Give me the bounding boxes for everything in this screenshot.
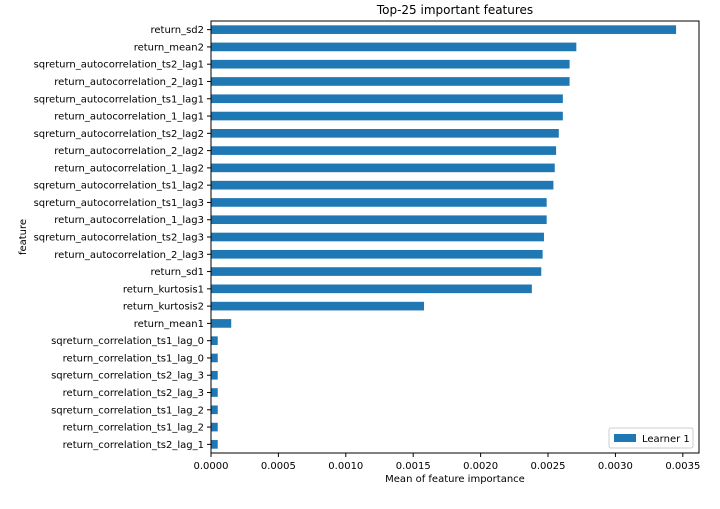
bar — [211, 336, 218, 345]
plot-area: return_sd2 return_mean2 sqreturn_autocorre… — [34, 20, 700, 472]
x-tick-label: 0.0000 — [194, 461, 229, 472]
y-tick-label: return_sd1 — [151, 267, 205, 278]
x-axis-label: Mean of feature importance — [385, 474, 525, 485]
legend-swatch — [614, 434, 636, 442]
y-tick-label: return_correlation_ts2_lag_1 — [63, 440, 204, 451]
x-tick-label: 0.0035 — [665, 461, 700, 472]
y-tick-label: sqreturn_autocorrelation_ts1_lag3 — [34, 198, 204, 209]
y-ticks: return_sd2 return_mean2 sqreturn_autocorre… — [34, 25, 211, 451]
y-tick-label: return_correlation_ts1_lag_2 — [63, 423, 204, 434]
bar — [211, 180, 554, 190]
x-ticks: 0.0000 0.0005 0.0010 0.0015 0.0020 0.0025 0.00… — [194, 453, 700, 472]
legend-box — [608, 427, 694, 449]
bar — [211, 301, 424, 311]
bar — [211, 249, 543, 259]
bar — [211, 232, 544, 242]
y-tick-label: return_autocorrelation_2_lag1 — [54, 77, 204, 88]
bar — [211, 370, 218, 380]
bar — [211, 163, 555, 173]
bar — [211, 198, 547, 207]
y-tick-label: return_mean2 — [134, 42, 204, 53]
x-tick-label: 0.0015 — [396, 461, 431, 472]
y-tick-label: return_mean1 — [134, 319, 204, 330]
y-tick-label: return_autocorrelation_1_lag2 — [54, 163, 204, 174]
y-tick-label: return_autocorrelation_2_lag3 — [54, 250, 204, 261]
y-tick-label: sqreturn_autocorrelation_ts2_lag1 — [34, 60, 204, 71]
y-tick-label: sqreturn_autocorrelation_ts2_lag3 — [34, 233, 204, 244]
bar — [211, 77, 570, 86]
x-tick-label: 0.0020 — [463, 461, 498, 472]
bar — [211, 319, 232, 328]
chart-title: Top-25 important features — [376, 3, 533, 17]
y-tick-label: return_correlation_ts1_lag_0 — [63, 353, 204, 364]
bar — [211, 440, 218, 449]
y-tick-label: return_kurtosis2 — [123, 302, 204, 313]
y-tick-label: sqreturn_autocorrelation_ts2_lag2 — [34, 129, 204, 140]
bar — [211, 59, 570, 69]
y-tick-label: sqreturn_autocorrelation_ts1_lag1 — [34, 94, 204, 105]
y-tick-label: return_sd2 — [151, 25, 205, 36]
legend: Learner 1 — [608, 427, 694, 449]
bar — [211, 405, 218, 415]
x-tick-label: 0.0005 — [261, 461, 296, 472]
bar — [211, 129, 559, 138]
bar — [211, 42, 577, 52]
bar — [211, 215, 547, 225]
bar — [211, 111, 563, 121]
y-tick-label: return_correlation_ts2_lag_3 — [63, 388, 204, 399]
y-tick-label: sqreturn_autocorrelation_ts1_lag2 — [34, 181, 204, 192]
bar — [211, 146, 557, 155]
x-tick-label: 0.0025 — [531, 461, 566, 472]
y-axis-label: feature — [18, 219, 29, 255]
x-tick-label: 0.0030 — [598, 461, 633, 472]
bar — [211, 353, 218, 363]
y-tick-label: return_autocorrelation_1_lag3 — [54, 215, 204, 226]
y-tick-label: sqreturn_correlation_ts1_lag_0 — [51, 336, 204, 347]
y-tick-label: sqreturn_correlation_ts2_lag_3 — [51, 371, 204, 382]
bar — [211, 388, 218, 397]
y-tick-label: sqreturn_correlation_ts1_lag_2 — [51, 405, 204, 416]
y-tick-label: return_kurtosis1 — [123, 284, 204, 295]
x-tick-label: 0.0010 — [328, 461, 363, 472]
y-tick-label: return_autocorrelation_1_lag1 — [54, 112, 204, 123]
bar — [211, 25, 677, 34]
bar — [211, 422, 218, 432]
bar — [211, 267, 542, 276]
bars-group — [211, 25, 677, 449]
bar — [211, 284, 532, 294]
y-tick-label: return_autocorrelation_2_lag2 — [54, 146, 204, 157]
bar — [211, 94, 563, 104]
legend-label: Learner 1 — [642, 434, 690, 445]
